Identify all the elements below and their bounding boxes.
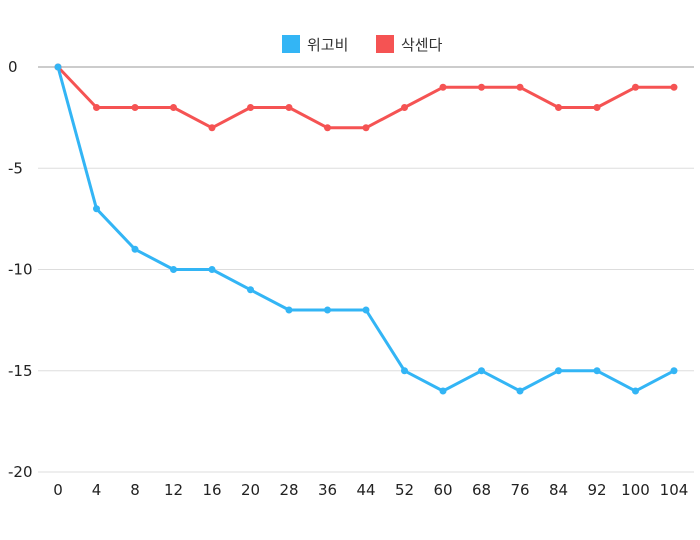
x-tick-label: 4 [92, 481, 102, 499]
y-tick-label: -5 [8, 159, 23, 177]
x-tick-label: 92 [587, 481, 606, 499]
x-tick-label: 100 [621, 481, 650, 499]
data-point [516, 83, 524, 91]
data-point [208, 124, 216, 132]
data-point [593, 104, 601, 111]
legend-item[interactable]: 삭센다 [376, 35, 443, 54]
data-point [362, 124, 370, 132]
x-tick-label: 12 [164, 481, 183, 499]
series-group [54, 63, 678, 395]
data-point [170, 104, 177, 111]
legend-item[interactable]: 위고비 [282, 35, 348, 54]
data-point [208, 266, 216, 273]
x-tick-label: 8 [130, 481, 140, 499]
legend: 위고비 삭센다 [282, 35, 443, 54]
data-point [478, 83, 485, 91]
data-point [555, 104, 562, 111]
y-tick-label: 0 [8, 58, 18, 76]
data-point [478, 367, 485, 375]
data-point [131, 245, 139, 253]
x-tick-label: 16 [202, 481, 221, 499]
data-point [93, 205, 100, 213]
data-point [247, 104, 254, 111]
data-point [439, 387, 447, 395]
axes: 0 -5 -10 -15 -20 0 4 8 12 16 20 28 36 44 52 60 68 76 84 92 1… [8, 58, 688, 499]
legend-label: 위고비 [307, 36, 348, 54]
data-point [362, 306, 370, 314]
data-point [285, 104, 293, 111]
legend-label: 삭센다 [401, 36, 443, 54]
series-line [56, 65, 676, 393]
data-point [401, 367, 408, 375]
legend-swatch [376, 35, 394, 53]
data-point [439, 83, 447, 91]
data-point [632, 387, 639, 395]
legend-swatch [282, 35, 300, 53]
data-point [93, 104, 100, 111]
data-point [670, 367, 678, 375]
data-point [632, 83, 639, 91]
data-point [54, 63, 62, 71]
data-point [516, 387, 524, 395]
y-tick-label: -15 [8, 362, 33, 380]
data-point [555, 367, 562, 375]
data-point [324, 124, 331, 132]
x-tick-label: 36 [318, 481, 337, 499]
x-tick-label: 76 [510, 481, 529, 499]
y-tick-label: -10 [8, 261, 33, 279]
series-1 [54, 63, 678, 395]
series-2 [54, 63, 678, 132]
data-point [670, 83, 678, 91]
x-tick-label: 20 [241, 481, 260, 499]
y-tick-label: -20 [8, 463, 33, 481]
x-tick-label: 84 [549, 481, 568, 499]
data-point [324, 306, 331, 314]
x-tick-label: 28 [279, 481, 298, 499]
x-tick-label: 68 [472, 481, 491, 499]
x-tick-label: 104 [660, 481, 689, 499]
data-point [285, 306, 293, 314]
data-point [247, 286, 254, 294]
data-point [401, 104, 408, 111]
x-tick-label: 52 [395, 481, 414, 499]
series-line [56, 65, 676, 130]
x-tick-label: 44 [356, 481, 375, 499]
data-point [170, 266, 177, 273]
x-tick-label: 60 [433, 481, 452, 499]
x-tick-label: 0 [53, 481, 63, 499]
data-point [593, 367, 601, 375]
data-point [131, 104, 139, 111]
